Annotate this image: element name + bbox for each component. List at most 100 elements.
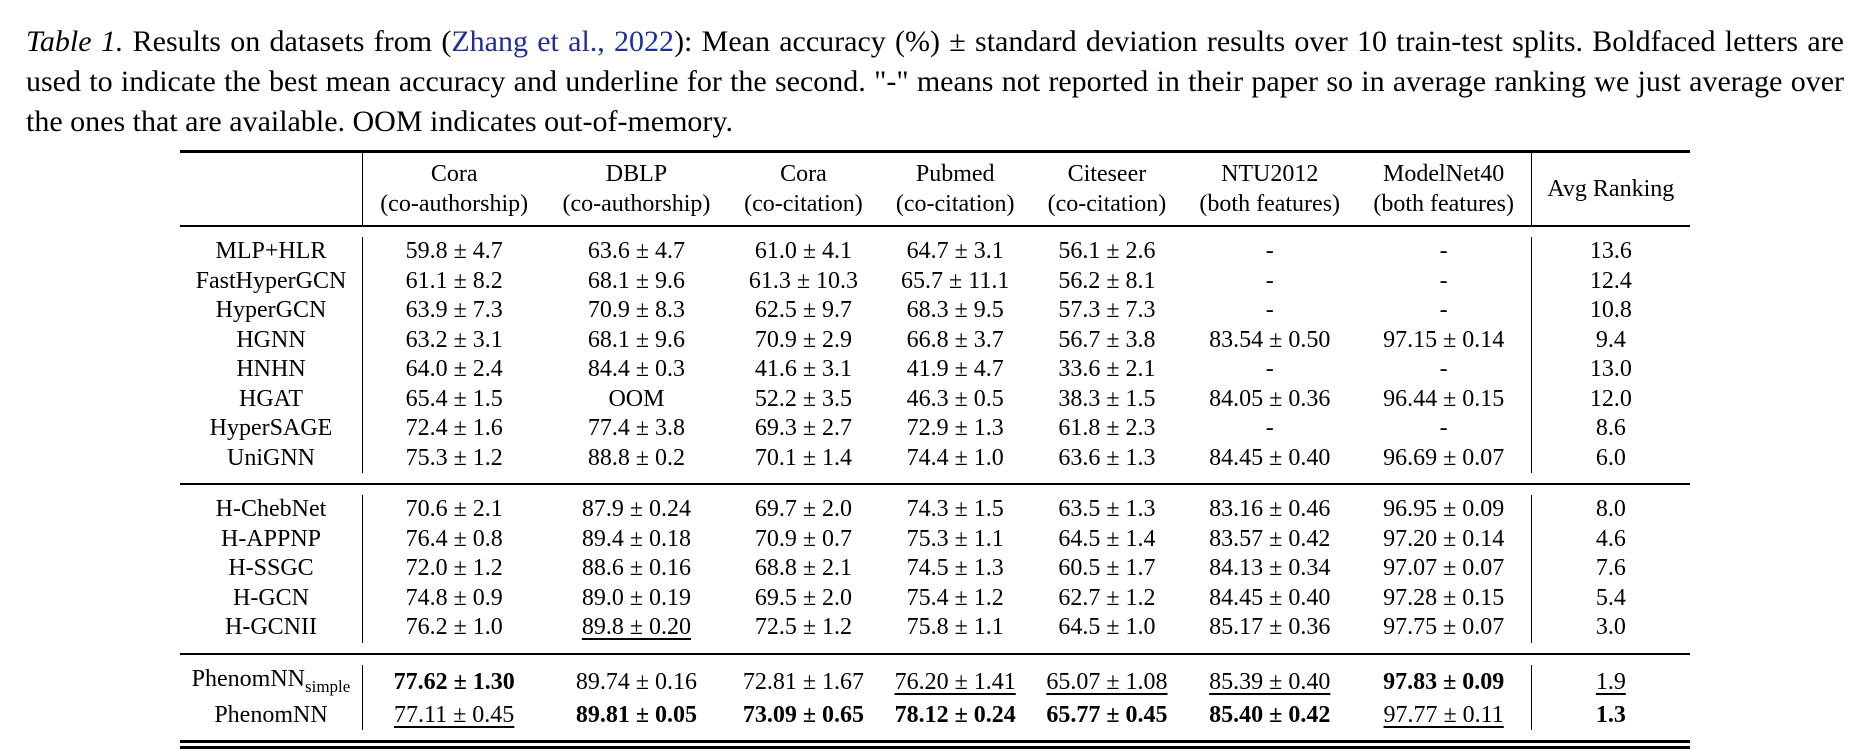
table-cell: 46.3 ± 0.5 — [906, 385, 1004, 412]
table-cell: 97.75 ± 0.07 — [1356, 613, 1532, 643]
table-header-row: Cora (co-authorship) DBLP (co-authorship) … — [180, 150, 1690, 227]
table-cell: 60.5 ± 1.7 — [1058, 555, 1156, 581]
results-table: Cora (co-authorship) DBLP (co-authorship) … — [180, 150, 1690, 749]
avg-ranking-cell: 8.0 — [1595, 496, 1626, 522]
method-name: H-GCN — [180, 583, 363, 613]
table-cell: 68.3 ± 9.5 — [906, 297, 1004, 323]
table-cell: 57.3 ± 7.3 — [1058, 297, 1156, 323]
table-cell: 96.69 ± 0.07 — [1356, 443, 1532, 473]
header-col-2: Cora (co-citation) — [727, 150, 880, 227]
table-cell: 78.12 ± 0.24 — [894, 701, 1016, 728]
table-cell: 38.3 ± 1.5 — [1058, 385, 1156, 412]
table-cell: 70.9 ± 0.7 — [754, 525, 853, 552]
table-cell: 70.6 ± 2.1 — [405, 496, 503, 522]
table-cell: - — [1356, 355, 1532, 385]
table-cell: 88.8 ± 0.2 — [587, 444, 686, 471]
row-gap — [180, 485, 1690, 495]
table-cell: 83.16 ± 0.46 — [1209, 496, 1331, 522]
avg-ranking-cell: 12.4 — [1589, 267, 1632, 294]
table-cell: 84.45 ± 0.40 — [1209, 584, 1331, 611]
table-cell: 62.7 ± 1.2 — [1058, 584, 1156, 611]
table-cell: 73.09 ± 0.65 — [742, 701, 865, 728]
avg-ranking-cell: 9.4 — [1595, 326, 1626, 353]
table-cell: OOM — [608, 385, 665, 412]
table-caption: Table 1. Results on datasets from (Zhang… — [26, 22, 1844, 142]
table-cell: 77.11 ± 0.45 — [394, 701, 515, 728]
citation-link[interactable]: Zhang et al., 2022 — [451, 25, 675, 58]
header-col-3: Pubmed (co-citation) — [879, 150, 1032, 227]
table-cell: 63.5 ± 1.3 — [1058, 496, 1156, 522]
table-cell: 76.4 ± 0.8 — [405, 525, 503, 552]
table-cell: 65.07 ± 1.08 — [1046, 668, 1168, 695]
table-cell: - — [1356, 237, 1532, 267]
table-row: FastHyperGCN 61.1 ± 8.2 68.1 ± 9.6 61.3 ± 1… — [180, 266, 1690, 296]
table-cell: 64.5 ± 1.0 — [1058, 614, 1156, 640]
table-cell: 97.28 ± 0.15 — [1356, 583, 1532, 613]
table-cell: 83.57 ± 0.42 — [1209, 525, 1331, 552]
table-cell: 65.77 ± 0.45 — [1046, 701, 1168, 728]
table-cell: 65.7 ± 11.1 — [901, 267, 1010, 294]
table-cell: 97.20 ± 0.14 — [1356, 524, 1532, 554]
table-cell: 85.40 ± 0.42 — [1209, 701, 1331, 728]
method-name: HNHN — [180, 355, 363, 385]
table-cell: 84.45 ± 0.40 — [1209, 444, 1331, 471]
avg-ranking-cell: 12.0 — [1589, 385, 1632, 412]
table-cell: 84.13 ± 0.34 — [1209, 555, 1331, 581]
table-cell: 62.5 ± 9.7 — [754, 297, 853, 323]
avg-ranking-cell: 1.9 — [1595, 668, 1626, 695]
method-name: PhenomNN — [180, 700, 363, 731]
avg-ranking-cell: 10.8 — [1589, 297, 1632, 323]
table-cell: 76.20 ± 1.41 — [894, 668, 1016, 695]
table-cell: - — [1356, 296, 1532, 326]
table-cell: 97.15 ± 0.14 — [1356, 325, 1532, 355]
method-name: HGAT — [180, 384, 363, 414]
header-method — [180, 150, 363, 227]
caption-text-after: ): Mean accuracy (%) ± standard deviatio… — [26, 25, 1844, 138]
table-cell: 89.74 ± 0.16 — [575, 668, 698, 695]
table-cell: 89.81 ± 0.05 — [575, 701, 698, 728]
table-cell: 87.9 ± 0.24 — [581, 496, 692, 522]
table-cell: 76.2 ± 1.0 — [405, 614, 503, 640]
table-cell: 97.83 ± 0.09 — [1356, 664, 1532, 701]
table-cell: 69.3 ± 2.7 — [754, 415, 853, 441]
table-cell: 69.7 ± 2.0 — [754, 496, 853, 522]
table-cell: 59.8 ± 4.7 — [405, 238, 503, 264]
table-row: HyperSAGE 72.4 ± 1.6 77.4 ± 3.8 69.3 ± 2.7 7… — [180, 414, 1690, 444]
table-body: MLP+HLR 59.8 ± 4.7 63.6 ± 4.7 61.0 ± 4.1 64.… — [180, 226, 1690, 749]
method-name: H-GCNII — [180, 613, 363, 643]
method-name: HyperGCN — [180, 296, 363, 326]
avg-ranking-cell: 7.6 — [1595, 555, 1626, 581]
method-name: H-SSGC — [180, 554, 363, 584]
table-row: HGAT 65.4 ± 1.5 OOM 52.2 ± 3.5 46.3 ± 0.5 38.… — [180, 384, 1690, 414]
table-cell: 63.9 ± 7.3 — [405, 297, 503, 323]
table-cell: 56.2 ± 8.1 — [1058, 267, 1156, 294]
table-row: PhenomNN 77.11 ± 0.45 89.81 ± 0.05 73.09 ± … — [180, 700, 1690, 731]
header-col-4: Citeseer (co-citation) — [1031, 150, 1183, 227]
table-cell: 72.9 ± 1.3 — [906, 415, 1004, 441]
table-cell: 70.9 ± 2.9 — [754, 326, 853, 353]
avg-ranking-cell: 5.4 — [1595, 584, 1626, 611]
avg-ranking-cell: 1.3 — [1595, 701, 1626, 728]
table-cell: 85.17 ± 0.36 — [1209, 614, 1331, 640]
table-row: PhenomNNsimple 77.62 ± 1.30 89.74 ± 0.16 72… — [180, 664, 1690, 701]
table-cell: 75.4 ± 1.2 — [906, 584, 1004, 611]
avg-ranking-cell: 13.6 — [1589, 238, 1632, 264]
table-cell: - — [1265, 267, 1274, 294]
table-cell: 61.0 ± 4.1 — [754, 238, 853, 264]
method-name: UniGNN — [180, 443, 363, 473]
table-cell: 89.8 ± 0.20 — [581, 614, 692, 640]
table-cell: 64.7 ± 3.1 — [906, 238, 1004, 264]
table-cell: 84.05 ± 0.36 — [1209, 385, 1331, 412]
method-name: PhenomNNsimple — [180, 664, 363, 701]
method-name: HyperSAGE — [180, 414, 363, 444]
table-cell: 72.5 ± 1.2 — [754, 614, 853, 640]
table-cell: 70.9 ± 8.3 — [587, 297, 686, 323]
table-cell: 74.4 ± 1.0 — [906, 444, 1004, 471]
table-cell: 75.3 ± 1.1 — [906, 525, 1004, 552]
row-gap — [180, 730, 1690, 740]
table-row: H-ChebNet 70.6 ± 2.1 87.9 ± 0.24 69.7 ± 2.0… — [180, 495, 1690, 525]
table-cell: 52.2 ± 3.5 — [754, 385, 853, 412]
header-col-0: Cora (co-authorship) — [362, 150, 546, 227]
table-row: HGNN 63.2 ± 3.1 68.1 ± 9.6 70.9 ± 2.9 66.8 ±… — [180, 325, 1690, 355]
table-row: HyperGCN 63.9 ± 7.3 70.9 ± 8.3 62.5 ± 9.7 68… — [180, 296, 1690, 326]
